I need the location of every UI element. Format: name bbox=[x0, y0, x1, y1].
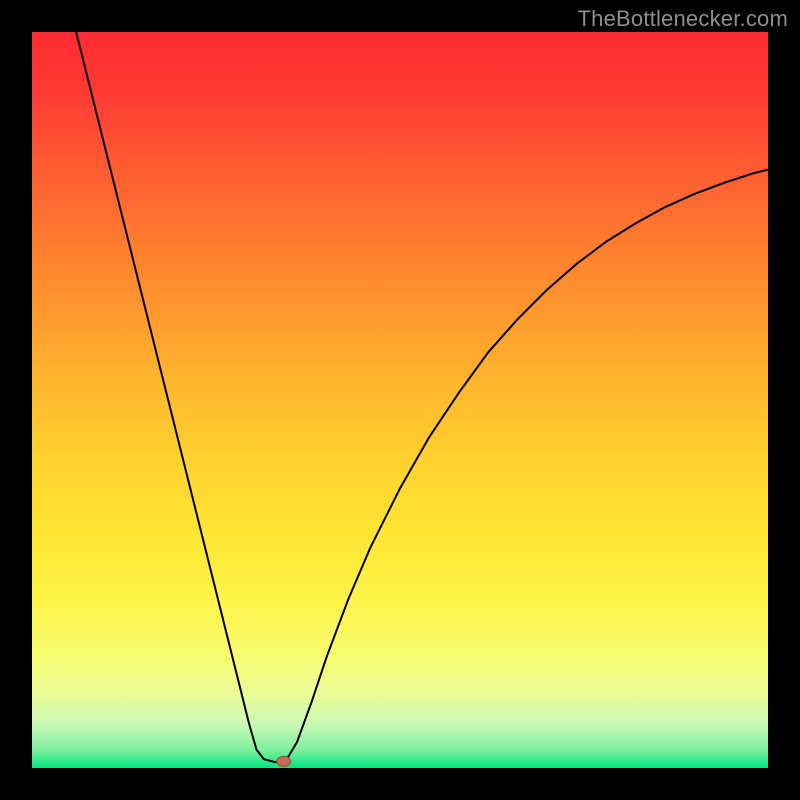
plot-area bbox=[32, 32, 768, 768]
chart-frame: TheBottlenecker.com bbox=[0, 0, 800, 800]
gradient-background bbox=[32, 32, 768, 768]
optimal-point-marker bbox=[277, 756, 291, 766]
watermark-text: TheBottlenecker.com bbox=[578, 6, 788, 32]
chart-svg bbox=[32, 32, 768, 768]
